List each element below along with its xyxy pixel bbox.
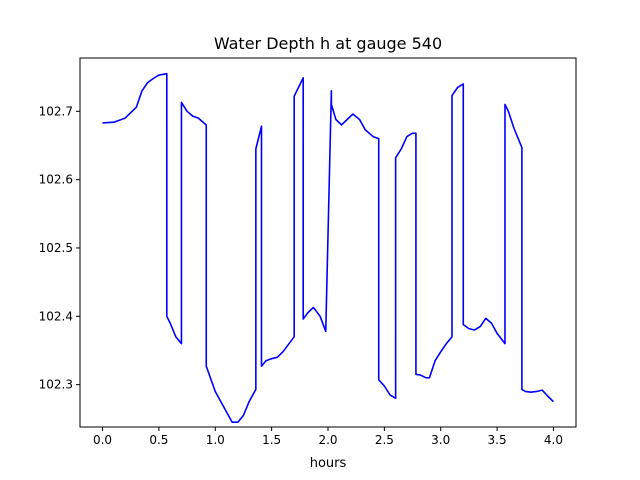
x-tick-label: 3.5	[488, 433, 507, 447]
x-tick-label: 4.0	[544, 433, 563, 447]
y-tick-label: 102.7	[39, 104, 73, 118]
x-tick-label: 0.5	[149, 433, 168, 447]
x-tick-label: 1.5	[262, 433, 281, 447]
x-tick-label: 2.5	[375, 433, 394, 447]
x-tick-label: 2.0	[318, 433, 337, 447]
y-tick-label: 102.6	[39, 173, 73, 187]
x-axis-label: hours	[310, 456, 347, 471]
x-tick-label: 0.0	[93, 433, 112, 447]
chart-title: Water Depth h at gauge 540	[214, 34, 442, 53]
x-tick-label: 3.0	[431, 433, 450, 447]
y-tick-label: 102.3	[39, 378, 73, 392]
plot-area	[102, 72, 555, 424]
series-line	[102, 72, 555, 424]
x-axis: 0.0 0.5 1.0 1.5 2.0 2.5 3.0 3.5 4.0	[93, 427, 563, 447]
y-axis: 102.3 102.4 102.5 102.6 102.7	[39, 104, 80, 392]
x-tick-label: 1.0	[206, 433, 225, 447]
y-tick-label: 102.4	[39, 309, 73, 323]
y-tick-label: 102.5	[39, 241, 73, 255]
